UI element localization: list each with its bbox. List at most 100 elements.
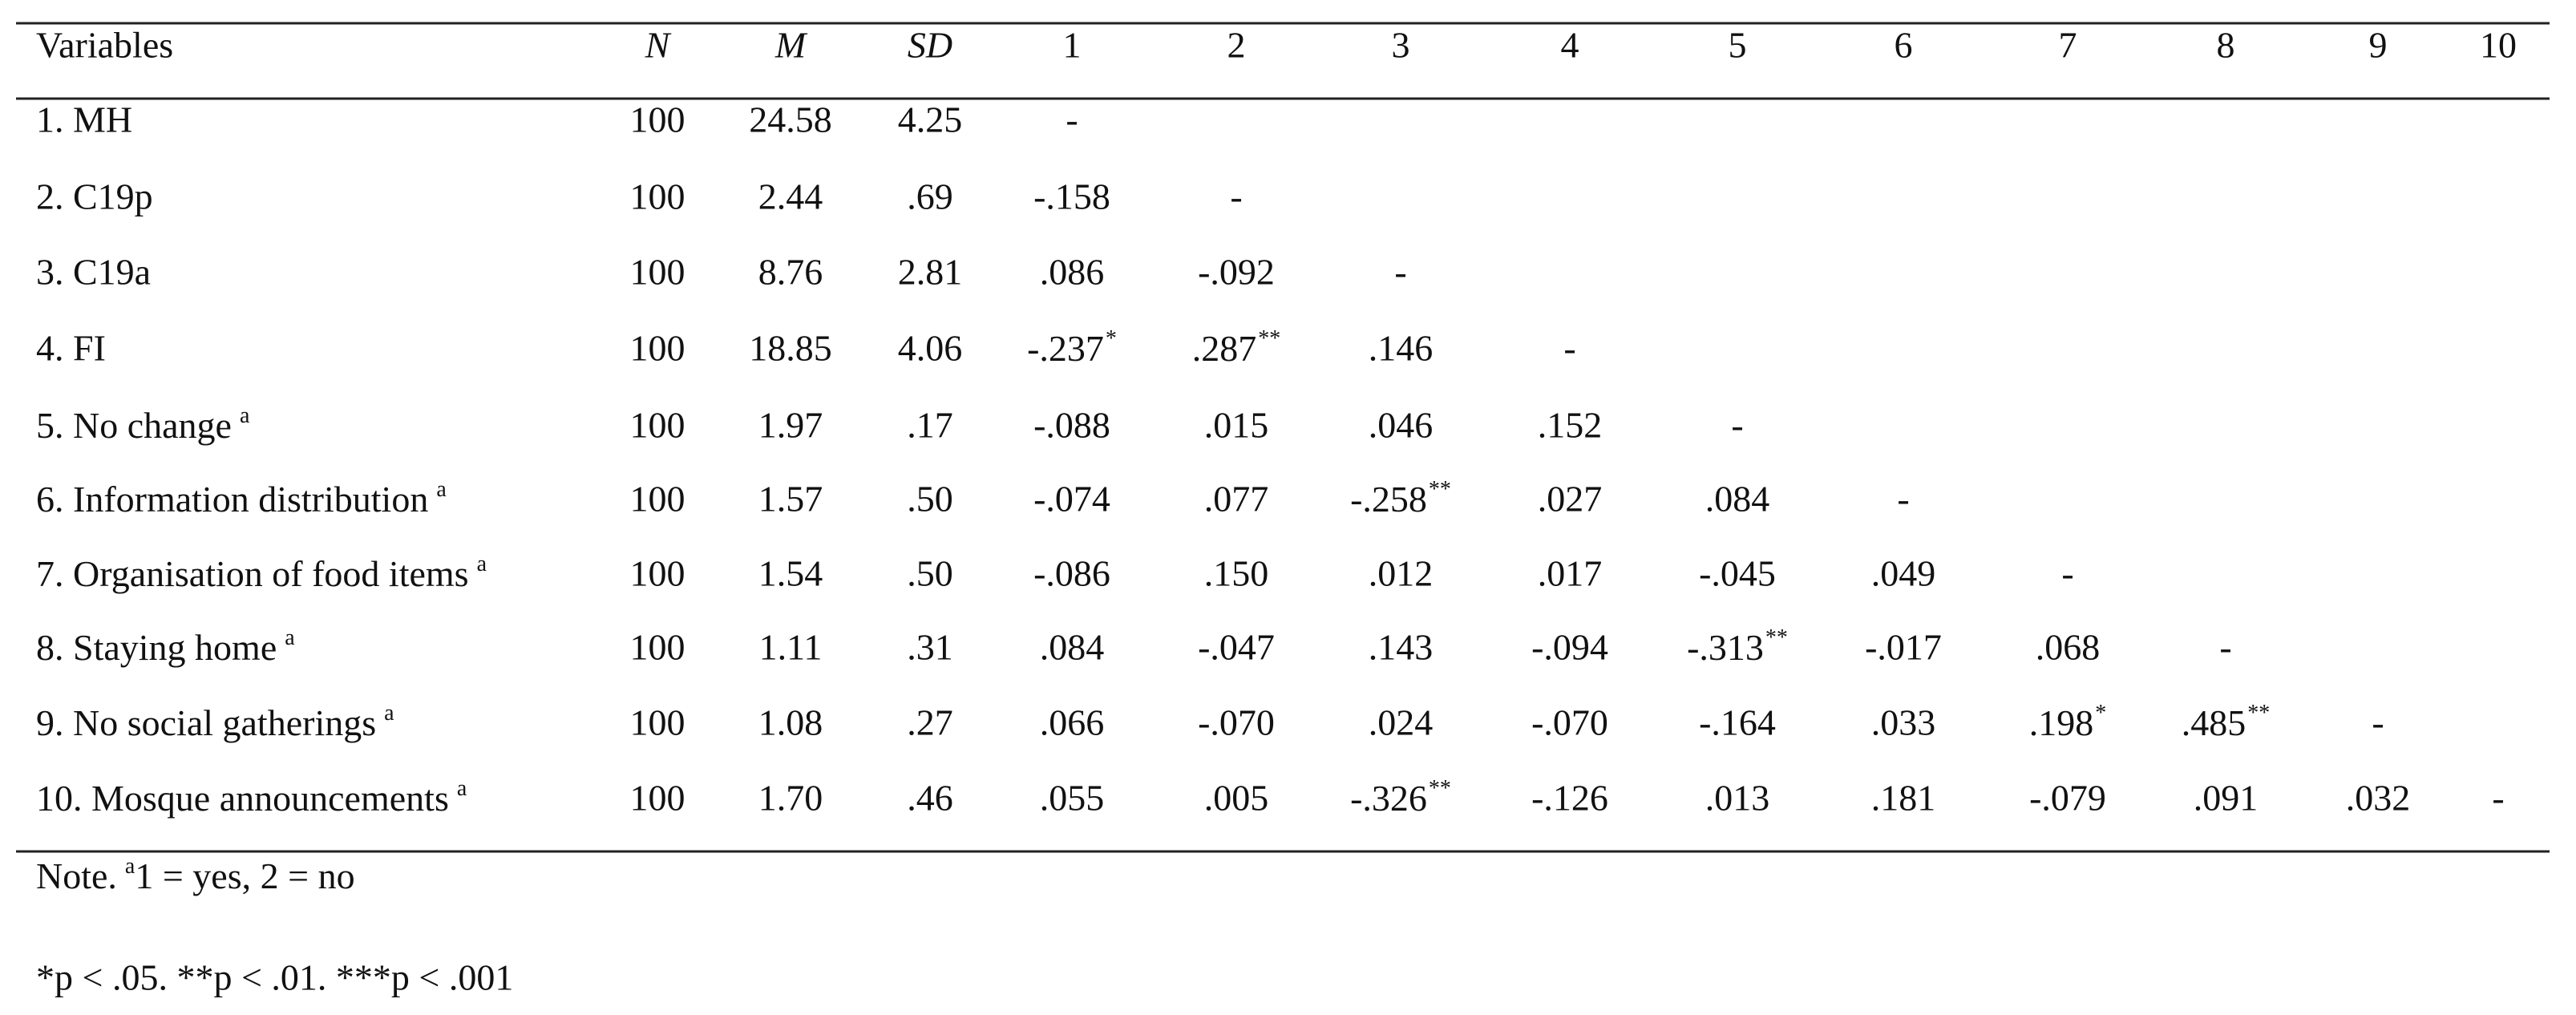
header-cell: Variables xyxy=(36,25,173,66)
table-cell-text: -.326 xyxy=(1350,778,1427,819)
table-cell-text: -.258 xyxy=(1350,479,1427,520)
table-cell: -.092 xyxy=(1198,252,1275,293)
table-cell: .024 xyxy=(1369,702,1434,743)
variable-name-sup: a xyxy=(457,776,467,801)
table-cell: -.088 xyxy=(1033,405,1110,446)
table-cell: .143 xyxy=(1369,627,1434,668)
table-cell: .27 xyxy=(907,702,953,743)
note-text: 1 = yes, 2 = no xyxy=(135,855,354,896)
table-cell: .055 xyxy=(1040,778,1105,819)
table-cell: - xyxy=(2492,778,2504,819)
table-cell: - xyxy=(1563,328,1575,369)
table-cell: - xyxy=(2219,627,2231,668)
table-cell: -.017 xyxy=(1865,627,1942,668)
table-cell: .485** xyxy=(2182,701,2271,742)
table-cell: 100 xyxy=(630,778,685,819)
header-cell: 4 xyxy=(1561,25,1579,66)
table-cell: -.047 xyxy=(1198,627,1275,668)
table-cell: -.074 xyxy=(1033,479,1110,520)
header-cell: 3 xyxy=(1392,25,1410,66)
table-cell: -.126 xyxy=(1531,778,1608,819)
table-cell: 100 xyxy=(630,553,685,594)
table-cell: -.094 xyxy=(1531,627,1608,668)
note: Note. a1 = yes, 2 = no xyxy=(36,854,355,896)
table-cell: -.079 xyxy=(2029,778,2106,819)
variable-name-sup: a xyxy=(384,701,394,726)
table-cell: .31 xyxy=(907,627,953,668)
table-cell: 100 xyxy=(630,99,685,140)
table-cell: - xyxy=(2372,702,2384,743)
table-cell: .005 xyxy=(1204,778,1269,819)
header-cell: 2 xyxy=(1227,25,1246,66)
table-cell-text: .287 xyxy=(1192,328,1257,369)
table-cell: - xyxy=(1230,176,1242,217)
table-cell: -.237* xyxy=(1027,326,1117,368)
table-cell: -.258** xyxy=(1350,477,1451,519)
table-cell: 100 xyxy=(630,702,685,743)
table-cell: 100 xyxy=(630,405,685,446)
table-cell-text: -.237 xyxy=(1027,328,1104,369)
table-cell: 1.08 xyxy=(758,702,823,743)
variable-name-text: 9. No social gatherings xyxy=(36,702,376,743)
table-cell: 1.54 xyxy=(758,553,823,594)
table-cell: .091 xyxy=(2194,778,2259,819)
variable-name: 8. Staying home a xyxy=(36,625,295,667)
header-cell: 8 xyxy=(2217,25,2235,66)
table-cell-text: -.313 xyxy=(1687,627,1764,668)
header-cell: M xyxy=(774,25,808,66)
header-cell: 6 xyxy=(1895,25,1913,66)
table-cell-sup: ** xyxy=(1429,477,1451,502)
table-cell: 100 xyxy=(630,627,685,668)
table-cell: .46 xyxy=(907,778,953,819)
table-cell: - xyxy=(2061,553,2073,594)
table-cell: 100 xyxy=(630,176,685,217)
note-label: Note. xyxy=(36,855,117,896)
table-cell: -.086 xyxy=(1033,553,1110,594)
table-cell: 1.11 xyxy=(759,627,823,668)
variable-name: 3. C19a xyxy=(36,252,151,293)
table-cell: 4.06 xyxy=(898,328,963,369)
table-cell: -.070 xyxy=(1531,702,1608,743)
table-cell: .146 xyxy=(1369,328,1434,369)
table-cell-text: .485 xyxy=(2182,702,2246,743)
table-cell-sup: * xyxy=(1106,326,1117,351)
table-cell: .152 xyxy=(1538,405,1603,446)
table-cell: .084 xyxy=(1705,479,1770,520)
header-cell: 7 xyxy=(2059,25,2077,66)
table-cell: 2.44 xyxy=(758,176,823,217)
table-cell: 100 xyxy=(630,479,685,520)
table-cell: .046 xyxy=(1369,405,1434,446)
table-cell-sup: ** xyxy=(1429,776,1451,801)
table-cell: .086 xyxy=(1040,252,1105,293)
table-cell: 1.57 xyxy=(758,479,823,520)
table-cell-sup: ** xyxy=(1258,326,1280,351)
header-cell: SD xyxy=(908,25,952,66)
table-cell: .017 xyxy=(1538,553,1603,594)
variable-name-text: 8. Staying home xyxy=(36,627,277,668)
table-cell: .181 xyxy=(1871,778,1936,819)
table-cell: 1.70 xyxy=(758,778,823,819)
header-cell: 5 xyxy=(1729,25,1747,66)
table-cell: .084 xyxy=(1040,627,1105,668)
variable-name: 6. Information distribution a xyxy=(36,477,447,519)
variable-name: 9. No social gatherings a xyxy=(36,701,394,742)
variable-name: 4. FI xyxy=(36,328,106,369)
table-cell: .150 xyxy=(1204,553,1269,594)
header-cell: 9 xyxy=(2369,25,2388,66)
table-cell-sup: ** xyxy=(2247,701,2270,726)
table-cell: .015 xyxy=(1204,405,1269,446)
variable-name-sup: a xyxy=(285,625,295,650)
table-cell: - xyxy=(1897,479,1909,520)
table-cell: .033 xyxy=(1871,702,1936,743)
table-cell: -.313** xyxy=(1687,625,1788,667)
table-cell: .013 xyxy=(1705,778,1770,819)
table-cell: -.070 xyxy=(1198,702,1275,743)
table-cell: 1.97 xyxy=(758,405,823,446)
variable-name-sup: a xyxy=(436,477,447,502)
table-cell: .287** xyxy=(1192,326,1281,368)
significance-note: *p < .05. **p < .01. ***p < .001 xyxy=(36,957,513,998)
table-cell: .69 xyxy=(907,176,953,217)
header-cell: 1 xyxy=(1063,25,1082,66)
